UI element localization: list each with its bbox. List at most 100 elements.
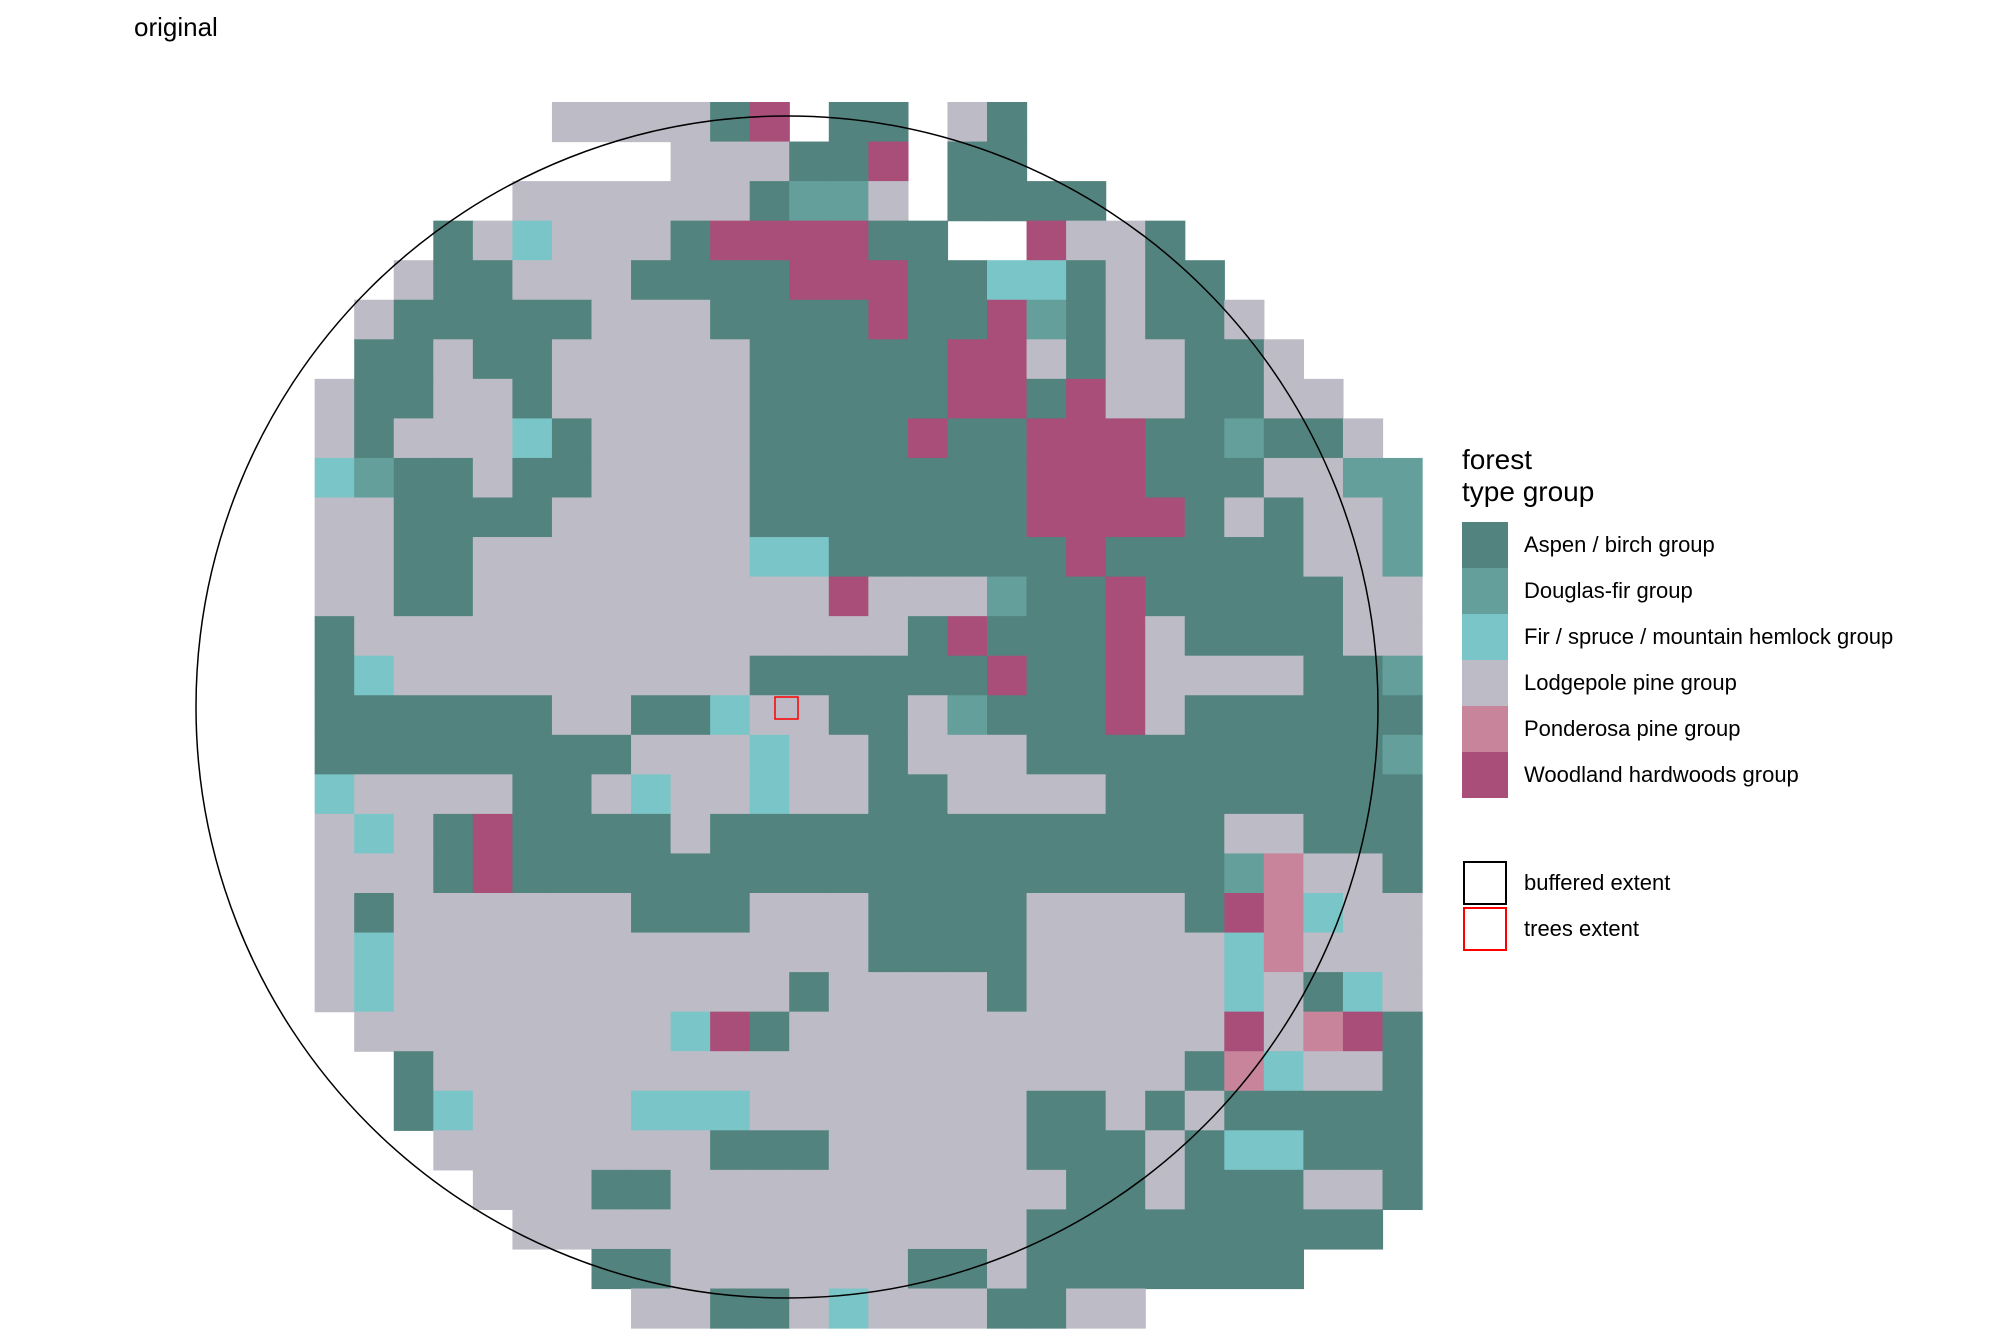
- raster-cell: [1105, 1011, 1146, 1052]
- raster-cell: [472, 616, 513, 657]
- raster-cell: [512, 497, 553, 538]
- buffered-extent-circle: [195, 115, 1379, 1299]
- raster-cell: [710, 853, 751, 894]
- raster-cell: [433, 576, 474, 617]
- raster-cell: [1263, 774, 1304, 815]
- raster-cell: [1026, 1169, 1067, 1210]
- raster-cell: [907, 734, 949, 775]
- raster-cell: [710, 1209, 751, 1250]
- raster-cell: [1184, 576, 1225, 617]
- raster-cell: [472, 537, 513, 578]
- raster-cell: [789, 1288, 830, 1329]
- raster-cell: [1105, 260, 1146, 301]
- legend-label: Lodgepole pine group: [1524, 670, 1737, 695]
- raster-cell: [749, 1209, 790, 1250]
- legend-entries: Aspen / birch group Douglas-fir group Fi…: [1462, 522, 1893, 798]
- raster-cell: [1303, 972, 1344, 1013]
- raster-cell: [393, 418, 434, 459]
- raster-cell: [1066, 655, 1107, 696]
- raster-cell: [947, 497, 988, 538]
- legend-item-buffered-extent: buffered extent: [1462, 860, 1893, 906]
- raster-cell: [749, 141, 790, 182]
- raster-cell: [907, 497, 949, 538]
- raster-cell: [1026, 378, 1067, 419]
- raster-cell: [1105, 1130, 1146, 1171]
- raster-cell: [868, 695, 909, 736]
- raster-cell: [1145, 972, 1186, 1013]
- raster-cell: [670, 972, 711, 1013]
- raster-cell: [749, 695, 790, 736]
- raster-cell: [868, 932, 909, 973]
- raster-cell: [314, 655, 355, 696]
- raster-cell: [749, 813, 790, 855]
- raster-cell: [1066, 1288, 1107, 1329]
- raster-cell: [1263, 616, 1304, 657]
- raster-cell: [1105, 1090, 1146, 1131]
- raster-cell: [1145, 893, 1186, 934]
- raster-cell: [1066, 181, 1107, 222]
- raster-cell: [433, 220, 474, 261]
- raster-cell: [947, 378, 988, 419]
- raster-cell: [710, 616, 751, 657]
- raster-cell: [551, 1169, 593, 1210]
- raster-cell: [1066, 576, 1107, 617]
- raster-cell: [749, 260, 790, 301]
- raster-cell: [314, 932, 355, 973]
- raster-cell: [1224, 497, 1265, 538]
- raster-cell: [1066, 339, 1107, 380]
- raster-cell: [987, 102, 1028, 143]
- raster-cell: [1224, 972, 1265, 1013]
- raster-cell: [393, 1051, 434, 1092]
- raster-cell: [947, 1288, 988, 1329]
- raster-cell: [1026, 497, 1067, 538]
- raster-cell: [1066, 695, 1107, 736]
- raster-cell: [591, 220, 632, 261]
- raster-cell: [1224, 853, 1265, 894]
- raster-cell: [1105, 497, 1146, 538]
- raster-cell: [1382, 1011, 1423, 1052]
- raster-cell: [631, 220, 672, 261]
- raster-cell: [1105, 695, 1146, 736]
- raster-cell: [631, 299, 672, 340]
- raster-cell: [828, 339, 869, 380]
- raster-cell: [987, 893, 1028, 934]
- raster-cell: [393, 1011, 434, 1052]
- raster-cell: [1303, 1130, 1344, 1171]
- raster-cell: [789, 853, 830, 894]
- raster-cell: [1105, 1169, 1146, 1210]
- raster-cell: [631, 378, 672, 419]
- raster-cell: [472, 813, 513, 855]
- raster-cell: [1184, 655, 1225, 696]
- raster-cell: [551, 576, 593, 617]
- raster-cell: [907, 972, 949, 1013]
- raster-cell: [749, 1051, 790, 1092]
- raster-cell: [987, 1288, 1028, 1329]
- raster-cell: [828, 695, 869, 736]
- raster-cell: [472, 457, 513, 499]
- raster-cell: [947, 102, 988, 143]
- raster-cell: [591, 418, 632, 459]
- raster-cell: [1105, 537, 1146, 578]
- raster-cell: [670, 299, 711, 340]
- raster-cell: [1382, 1051, 1423, 1092]
- raster-cell: [1382, 1169, 1423, 1210]
- raster-cell: [512, 181, 553, 222]
- raster-cell: [789, 260, 830, 301]
- raster-cell: [631, 339, 672, 380]
- raster-cell: [1184, 893, 1225, 934]
- raster-cell: [433, 497, 474, 538]
- raster-cell: [631, 695, 672, 736]
- raster-cell: [1145, 220, 1186, 261]
- raster-cell: [1066, 734, 1107, 775]
- raster-cell: [433, 1051, 474, 1092]
- raster-cell: [551, 853, 593, 894]
- raster-cell: [512, 220, 553, 261]
- raster-cell: [789, 734, 830, 775]
- raster-cell: [1026, 655, 1067, 696]
- legend-item-ponderosa: Ponderosa pine group: [1462, 706, 1893, 752]
- raster-cell: [1382, 695, 1423, 736]
- raster-cell: [631, 616, 672, 657]
- raster-cell: [314, 774, 355, 815]
- raster-cell: [1303, 616, 1344, 657]
- raster-cell: [670, 893, 711, 934]
